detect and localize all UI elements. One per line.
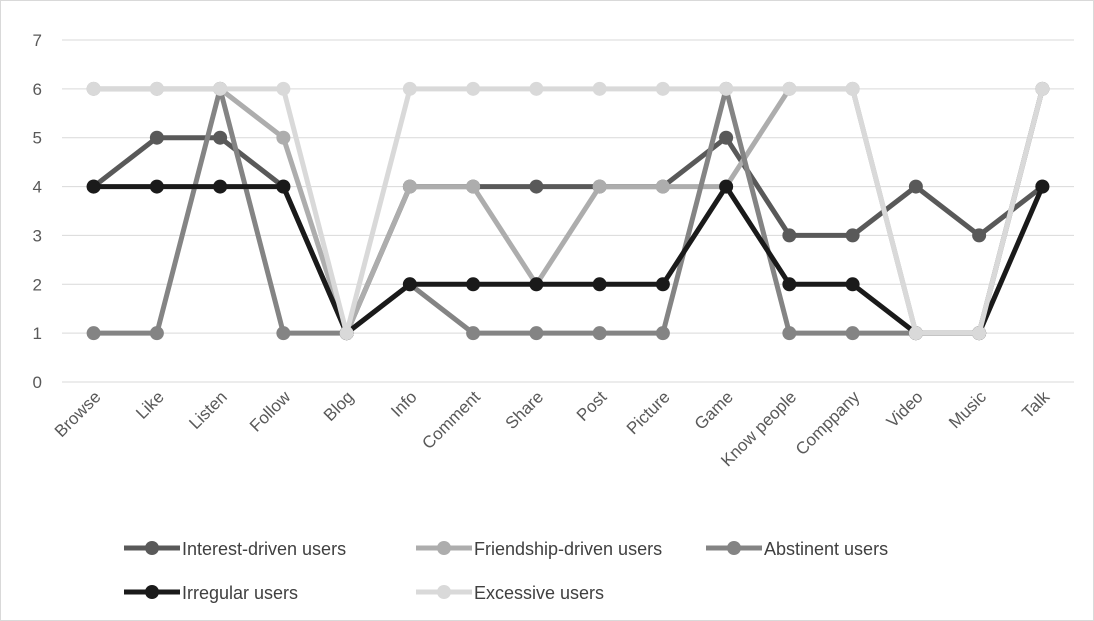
data-point (972, 326, 987, 341)
data-point (719, 130, 734, 145)
data-point (529, 81, 544, 96)
data-point (213, 81, 228, 96)
data-point (655, 81, 670, 96)
data-point (466, 81, 481, 96)
y-tick-label: 0 (33, 373, 42, 392)
data-point (276, 130, 291, 145)
legend-item-1: Friendship-driven users (416, 539, 662, 559)
legend: Interest-driven users Friendship-driven u… (124, 539, 888, 603)
data-point (845, 277, 860, 292)
data-point (529, 326, 544, 341)
data-point (213, 179, 228, 194)
series-line (91, 86, 1045, 336)
data-point (845, 228, 860, 243)
legend-item-3: Irregular users (124, 583, 298, 603)
legend-marker (437, 585, 451, 599)
data-point (782, 277, 797, 292)
y-tick-label: 4 (33, 178, 42, 197)
y-tick-label: 5 (33, 129, 42, 148)
data-point (1035, 81, 1050, 96)
data-point (655, 179, 670, 194)
data-point (466, 326, 481, 341)
data-point (782, 326, 797, 341)
data-point (592, 326, 607, 341)
legend-label: Excessive users (474, 583, 604, 603)
y-tick-label: 3 (33, 226, 42, 245)
legend-label: Abstinent users (764, 539, 888, 559)
data-point (782, 81, 797, 96)
data-point (529, 277, 544, 292)
legend-marker (145, 585, 159, 599)
legend-marker (145, 541, 159, 555)
y-tick-label: 1 (33, 324, 42, 343)
series-line (91, 86, 1045, 336)
data-point (466, 277, 481, 292)
legend-label: Irregular users (182, 583, 298, 603)
data-point (845, 326, 860, 341)
data-point (529, 179, 544, 194)
data-point (719, 81, 734, 96)
data-point (149, 130, 164, 145)
legend-item-2: Abstinent users (706, 539, 888, 559)
data-point (592, 179, 607, 194)
series-line (91, 184, 1045, 336)
data-point (908, 326, 923, 341)
data-point (782, 228, 797, 243)
data-point (402, 179, 417, 194)
legend-marker (437, 541, 451, 555)
data-point (908, 179, 923, 194)
data-point (276, 179, 291, 194)
y-tick-label: 7 (33, 31, 42, 50)
data-point (719, 179, 734, 194)
series-group (86, 81, 1050, 341)
data-point (276, 81, 291, 96)
data-point (149, 81, 164, 96)
series-4 (86, 81, 1050, 341)
data-point (1035, 179, 1050, 194)
data-point (972, 228, 987, 243)
data-point (592, 81, 607, 96)
data-point (402, 81, 417, 96)
data-point (86, 81, 101, 96)
data-point (276, 326, 291, 341)
data-point (655, 277, 670, 292)
data-point (592, 277, 607, 292)
legend-label: Friendship-driven users (474, 539, 662, 559)
data-point (655, 326, 670, 341)
legend-marker (727, 541, 741, 555)
data-point (402, 277, 417, 292)
legend-label: Interest-driven users (182, 539, 346, 559)
data-point (845, 81, 860, 96)
data-point (339, 326, 354, 341)
data-point (86, 179, 101, 194)
y-tick-label: 6 (33, 80, 42, 99)
data-point (213, 130, 228, 145)
y-axis: 0 1 2 3 4 5 6 7 (33, 31, 42, 392)
data-point (149, 326, 164, 341)
data-point (149, 179, 164, 194)
data-point (86, 326, 101, 341)
legend-item-4: Excessive users (416, 583, 604, 603)
data-point (466, 179, 481, 194)
y-tick-label: 2 (33, 275, 42, 294)
legend-item-0: Interest-driven users (124, 539, 346, 559)
